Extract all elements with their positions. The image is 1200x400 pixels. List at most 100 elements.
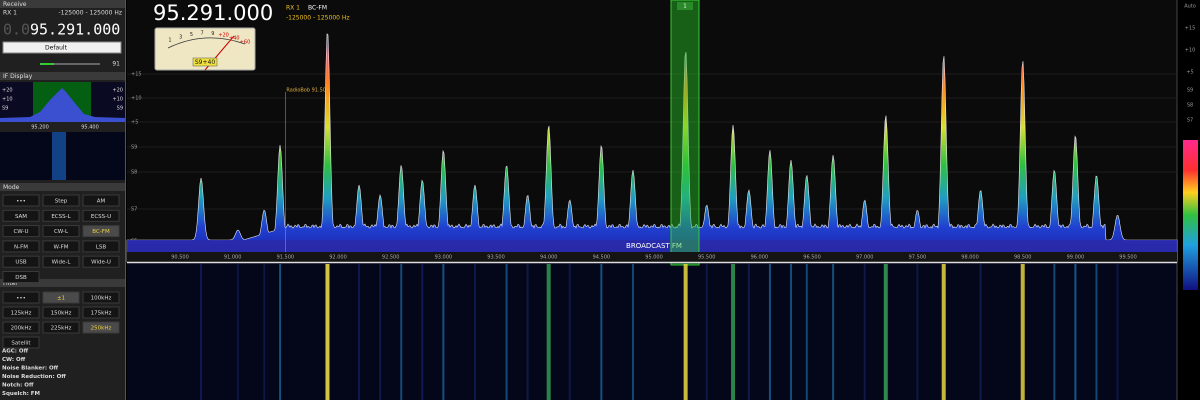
waterfall-trace [941, 264, 946, 400]
button[interactable] [82, 306, 120, 319]
status-line: Notch: Off [2, 383, 34, 389]
section-title: IF Display [3, 73, 33, 80]
y-label: S7 [131, 207, 137, 213]
volume-slider[interactable] [40, 63, 100, 65]
button[interactable] [2, 336, 40, 349]
button[interactable] [2, 209, 40, 222]
right-label: Auto [1184, 4, 1196, 10]
button[interactable] [82, 240, 120, 253]
x-label: 97.500 [909, 255, 927, 261]
x-label: 98.500 [1014, 255, 1032, 261]
x-label: 91.500 [277, 255, 295, 261]
right-label: +10 [1185, 48, 1196, 54]
status-line: Squelch: FM [2, 391, 40, 397]
x-label: 99.000 [1067, 255, 1085, 261]
rx-label: RX 1 [3, 10, 17, 17]
x-label: 98.000 [961, 255, 979, 261]
button[interactable] [42, 194, 80, 207]
spectrum-area [127, 0, 1177, 262]
x-label: 90.500 [171, 255, 189, 261]
waterfall-trace [863, 264, 866, 400]
range-label: -125000 - 125000 Hz [58, 10, 122, 17]
waterfall-trace [832, 264, 835, 400]
s-meter-arc [167, 37, 246, 49]
waterfall-area [127, 263, 1177, 400]
waterfall-trace [979, 264, 982, 400]
main-frequency: 95.291.000 [153, 1, 273, 25]
button-label: W-FM [53, 244, 68, 250]
panel-header [0, 0, 125, 8]
button[interactable] [2, 291, 40, 304]
button-label: Wide-U [91, 260, 111, 266]
y-label: +15 [131, 72, 142, 78]
vfo-passband[interactable] [670, 0, 700, 266]
x-label: 94.500 [593, 255, 611, 261]
button-label: 250kHz [91, 326, 112, 332]
waterfall-trace [1053, 264, 1056, 400]
x-label: 93.500 [487, 255, 505, 261]
waterfall-trace [883, 264, 888, 400]
waterfall-trace [805, 264, 808, 400]
button-label: ••• [16, 199, 26, 205]
preset-dropdown[interactable] [2, 41, 122, 54]
status-line: CW: Off [2, 357, 26, 363]
main-rx: RX 1 [286, 5, 300, 12]
button[interactable] [42, 306, 80, 319]
preset-text: Default [45, 45, 68, 52]
waterfall-trace [683, 264, 688, 400]
button[interactable] [42, 209, 80, 222]
x-label: 96.500 [803, 255, 821, 261]
button[interactable] [82, 225, 120, 238]
right-label: +5 [1186, 70, 1193, 76]
if-freq-label: 95.200 [31, 125, 49, 131]
button[interactable] [2, 240, 40, 253]
section-header [0, 183, 125, 191]
button[interactable] [2, 321, 40, 334]
button[interactable] [82, 194, 120, 207]
waterfall-trace [1095, 264, 1098, 400]
button[interactable] [82, 209, 120, 222]
waterfall-trace [325, 264, 330, 400]
band-bar [127, 240, 1177, 252]
button[interactable] [82, 291, 120, 304]
button[interactable] [42, 255, 80, 268]
if-scale-label: +20 [112, 88, 123, 94]
waterfall-trace [526, 264, 529, 400]
if-scale-label: +10 [112, 97, 123, 103]
button[interactable] [42, 240, 80, 253]
waterfall-trace [1116, 264, 1119, 400]
volume-value: 91 [112, 61, 120, 68]
button-label: 175kHz [91, 311, 112, 317]
waterfall-trace [263, 264, 266, 400]
if-scale-label: +20 [2, 88, 13, 94]
button[interactable] [42, 225, 80, 238]
button[interactable] [2, 194, 40, 207]
button[interactable] [82, 255, 120, 268]
button-label: USB [15, 260, 27, 266]
button[interactable] [42, 291, 80, 304]
button[interactable] [2, 306, 40, 319]
color-bar [1183, 140, 1198, 290]
button[interactable] [2, 255, 40, 268]
panel-title: Receive [3, 1, 27, 8]
button-label: ECSS-U [91, 214, 111, 220]
smeter-scale: 1 [168, 38, 171, 44]
button-label: N-FM [14, 244, 28, 250]
x-label: 92.000 [329, 255, 347, 261]
button[interactable] [42, 321, 80, 334]
button[interactable] [2, 225, 40, 238]
y-label: S9 [131, 145, 137, 151]
y-label: S8 [131, 170, 137, 176]
vfo-tab [677, 2, 693, 10]
waterfall-trace [442, 264, 445, 400]
button[interactable] [82, 321, 120, 334]
y-label: +10 [131, 96, 142, 102]
button-label: BC-FM [92, 229, 110, 235]
button-label: AM [97, 199, 106, 205]
button[interactable] [2, 271, 40, 283]
button-label: ±1 [57, 296, 65, 302]
right-label: S9 [1187, 88, 1193, 94]
waterfall-trace [568, 264, 571, 400]
smeter-scale: 9 [211, 31, 214, 37]
button-label: 200kHz [11, 326, 32, 332]
